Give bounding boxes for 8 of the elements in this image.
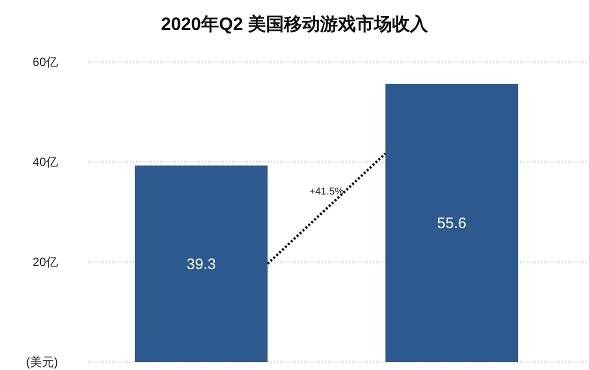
y-tick-label: 40亿	[32, 155, 58, 169]
y-tick-label: 60亿	[32, 55, 58, 69]
y-tick-label: (美元)	[26, 355, 58, 369]
data-label: 39.3	[186, 256, 216, 273]
annotation: +41.5%	[309, 186, 344, 198]
chart-title: 2020年Q2 美国移动游戏市场收入	[160, 14, 430, 34]
data-label: 55.6	[437, 215, 466, 232]
y-tick-label: 20亿	[32, 255, 58, 269]
